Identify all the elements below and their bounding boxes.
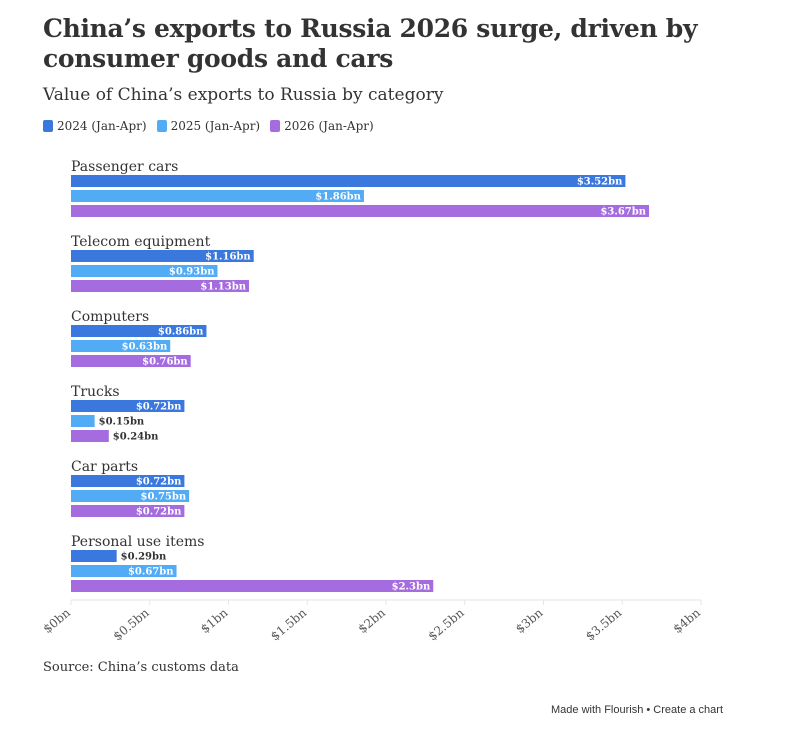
data-label: $0.76bn: [142, 357, 188, 368]
bar: [71, 325, 207, 337]
data-label: $0.72bn: [136, 507, 182, 518]
legend-swatch-2025: [156, 120, 167, 132]
chart-title: China’s exports to Russia 2026 surge, dr…: [43, 14, 698, 73]
category-label: Computers: [71, 309, 149, 325]
data-label: $0.93bn: [169, 267, 215, 278]
data-label: $0.15bn: [99, 417, 145, 428]
bar: [71, 340, 171, 352]
bar: [71, 430, 109, 442]
category-label: Personal use items: [71, 534, 204, 550]
category-label: Car parts: [71, 459, 138, 475]
bar: [71, 190, 364, 202]
source-note: Source: China’s customs data: [43, 660, 239, 675]
data-label: $0.72bn: [136, 477, 182, 488]
x-tick-label: $2.5bn: [425, 605, 466, 643]
data-label: $0.72bn: [136, 402, 182, 413]
x-tick-label: $0.5bn: [110, 605, 151, 643]
bar: [71, 265, 218, 277]
data-label: $2.3bn: [392, 582, 431, 593]
x-tick-label: $0bn: [40, 605, 73, 636]
bar: [71, 280, 249, 292]
category-label: Passenger cars: [71, 159, 178, 175]
x-tick-label: $1bn: [198, 605, 231, 636]
legend-swatch-2024: [43, 120, 53, 132]
x-tick-label: $3bn: [513, 605, 546, 636]
x-tick-label: $3.5bn: [583, 605, 624, 643]
legend-label-2025: 2025 (Jan-Apr): [170, 119, 261, 133]
legend-item-2026[interactable]: 2026 (Jan-Apr): [270, 119, 374, 133]
data-label: $0.29bn: [121, 552, 167, 563]
bar: [71, 475, 185, 487]
bar: [71, 580, 434, 592]
bar: [71, 355, 191, 367]
x-tick-label: $4bn: [670, 605, 703, 636]
made-with-flourish-link[interactable]: Made with Flourish: [551, 704, 644, 716]
data-label: $0.75bn: [141, 492, 187, 503]
bar-chart: Passenger cars $3.52bn $1.86bn $3.67bn Telec…: [40, 159, 703, 643]
chart-subtitle: Value of China’s exports to Russia by ca…: [43, 85, 444, 105]
bar: [71, 550, 117, 562]
category-label: Trucks: [71, 384, 120, 400]
bar: [71, 490, 190, 502]
bar: [71, 205, 650, 217]
bar: [71, 415, 95, 427]
bar: [71, 175, 626, 187]
category-label: Telecom equipment: [71, 234, 211, 250]
data-label: $1.16bn: [205, 252, 251, 263]
flourish-footer: Made with Flourish • Create a chart: [551, 704, 723, 716]
x-tick-label: $2bn: [355, 605, 388, 636]
data-label: $3.52bn: [577, 177, 623, 188]
data-label: $0.24bn: [113, 432, 159, 443]
data-label: $0.63bn: [122, 342, 168, 353]
bar: [71, 400, 185, 412]
legend-swatch-2026: [270, 120, 281, 132]
x-tick-label: $1.5bn: [268, 605, 309, 643]
bar: [71, 250, 254, 262]
legend-item-2024[interactable]: 2024 (Jan-Apr): [43, 119, 147, 133]
legend: 2024 (Jan-Apr) 2025 (Jan-Apr) 2026 (Jan-…: [43, 119, 374, 133]
data-label: $0.67bn: [128, 567, 174, 578]
data-label: $1.86bn: [315, 192, 361, 203]
data-label: $3.67bn: [600, 207, 646, 218]
bar: [71, 565, 177, 577]
legend-label-2026: 2026 (Jan-Apr): [284, 119, 374, 133]
footer-separator: •: [643, 704, 654, 716]
data-label: $0.86bn: [158, 327, 204, 338]
create-chart-link[interactable]: Create a chart: [653, 704, 723, 716]
legend-label-2024: 2024 (Jan-Apr): [57, 119, 147, 133]
legend-item-2025[interactable]: 2025 (Jan-Apr): [156, 119, 261, 133]
bar: [71, 505, 185, 517]
data-label: $1.13bn: [200, 282, 246, 293]
